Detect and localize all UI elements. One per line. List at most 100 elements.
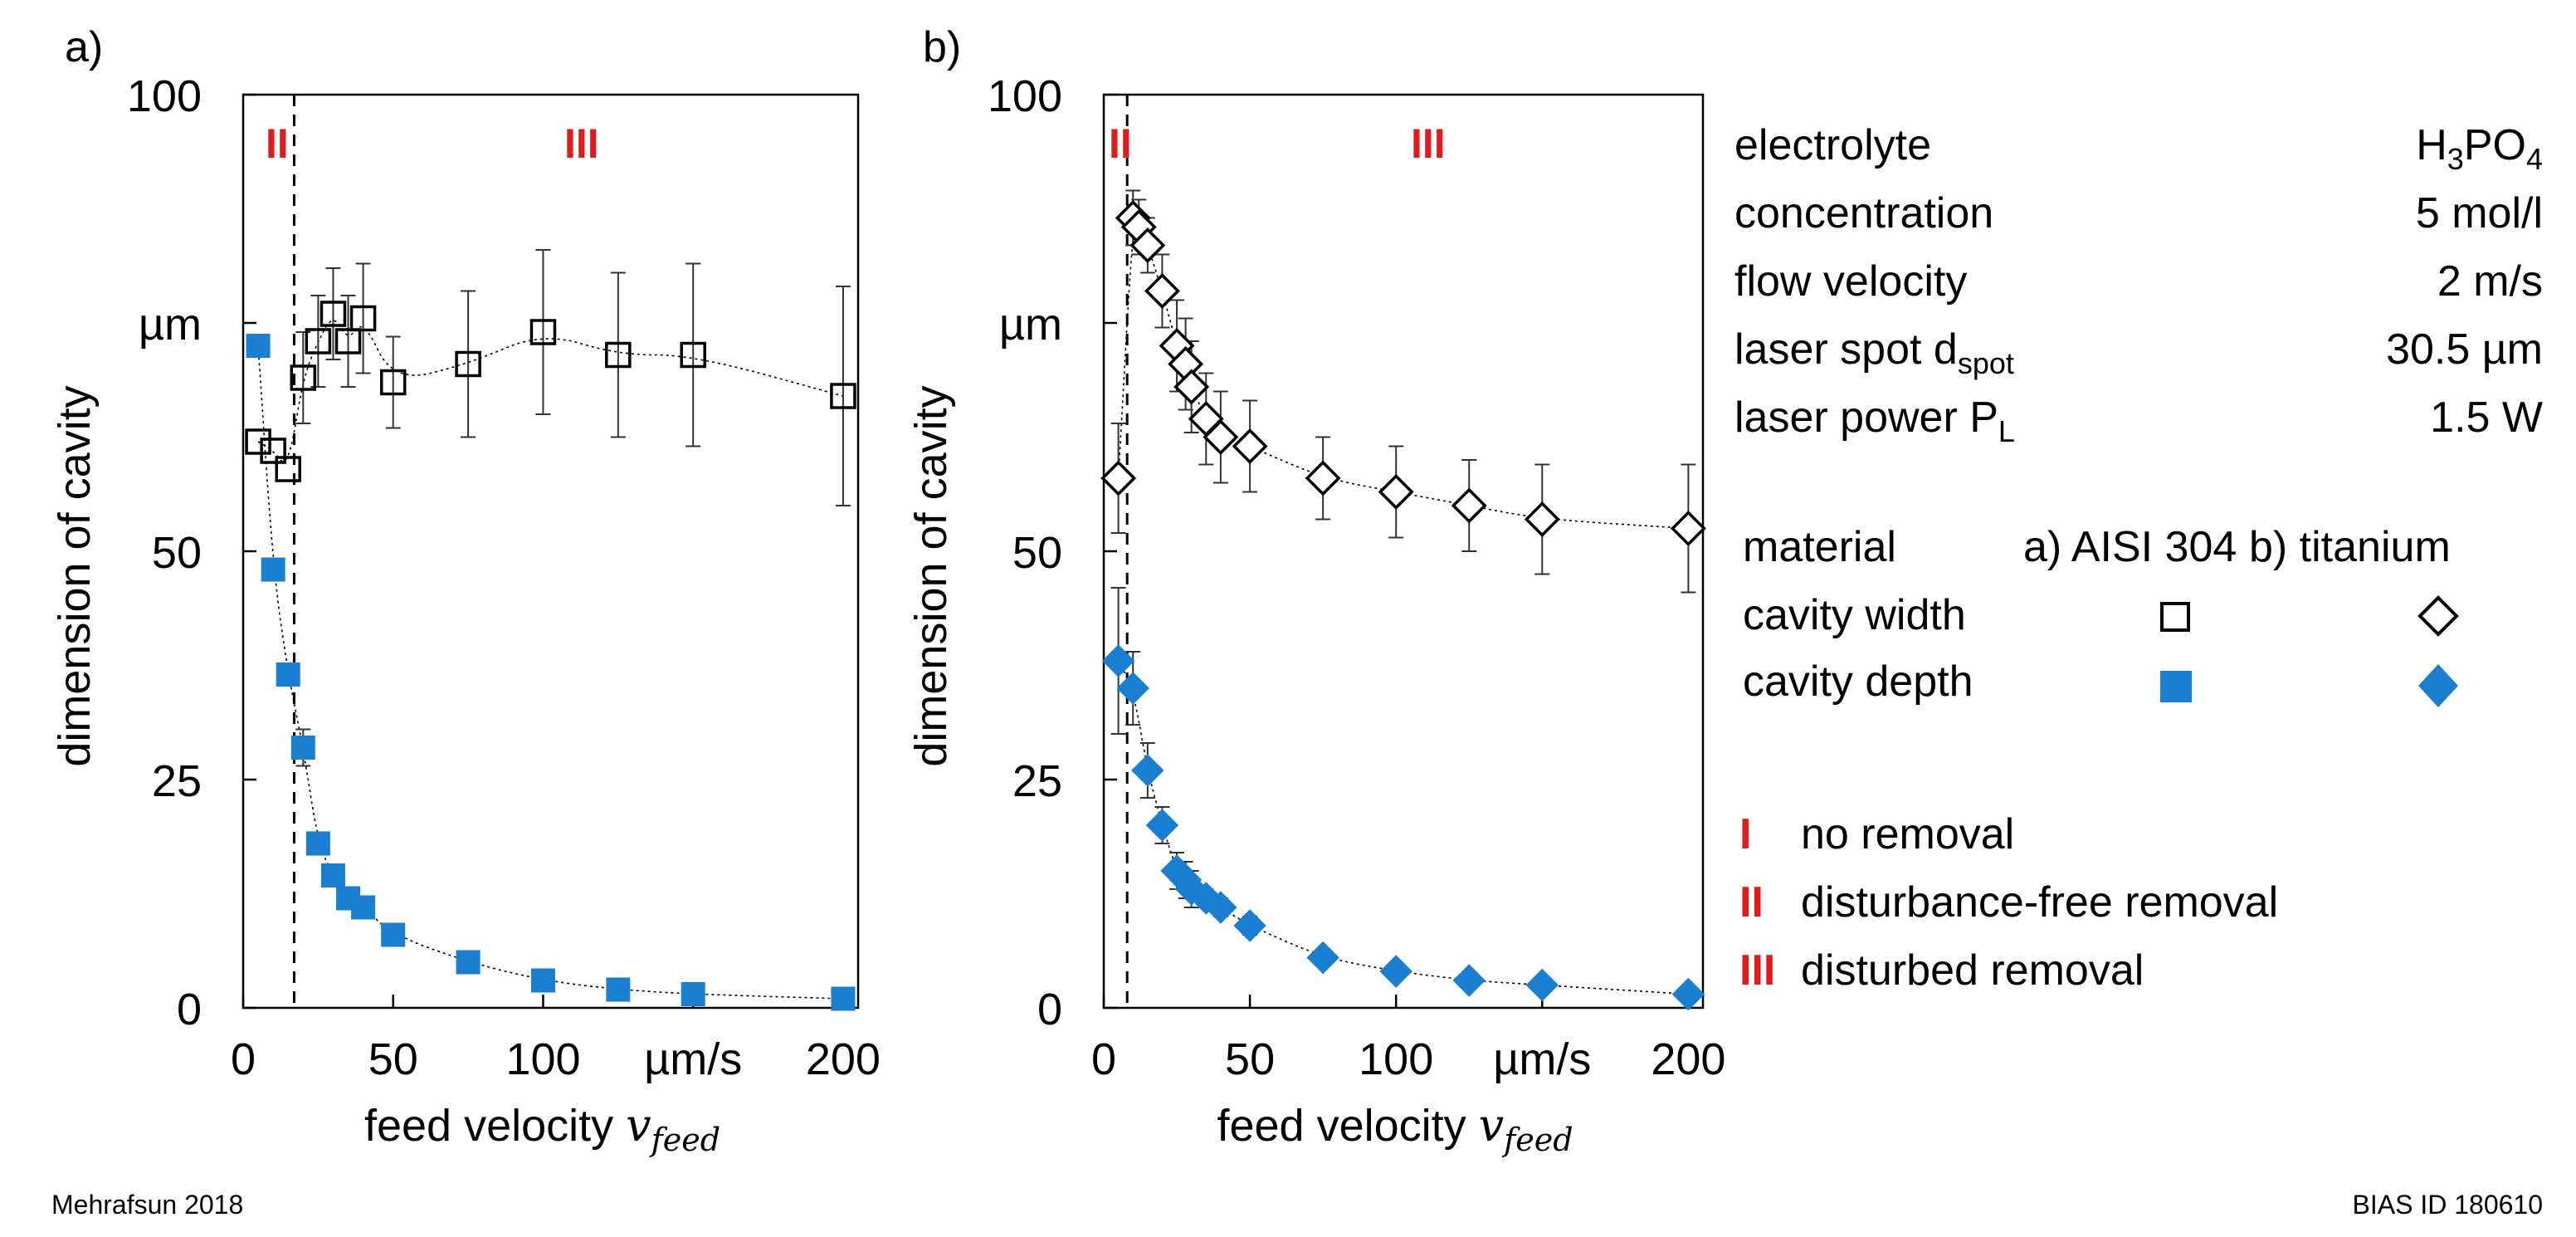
footer-author: Mehrafsun 2018 <box>51 1190 243 1220</box>
width-marker <box>1203 419 1239 455</box>
depth-marker <box>290 736 315 760</box>
param-value: 2 m/s <box>2437 257 2543 306</box>
depth-marker <box>1452 964 1486 997</box>
param-name: laser spot dspot <box>1734 325 2014 380</box>
x-tick-label: 0 <box>1091 1034 1116 1084</box>
x-tick-label: µm/s <box>1493 1034 1591 1084</box>
x-tick-label: 200 <box>1651 1034 1725 1084</box>
width-marker <box>1232 428 1268 464</box>
width-marker <box>245 428 271 455</box>
param-value: 1.5 W <box>2430 394 2543 442</box>
width-marker <box>1451 487 1487 524</box>
y-tick-label: µm <box>139 300 202 350</box>
depth-marker <box>246 334 271 358</box>
depth-marker <box>1671 977 1705 1011</box>
depth-marker <box>320 863 345 887</box>
x-tick-label: 100 <box>1359 1034 1433 1084</box>
trend-line <box>257 320 844 462</box>
panel-label: b) <box>923 23 961 71</box>
param-value: H3PO4 <box>2416 121 2543 176</box>
trend-line <box>1117 660 1689 995</box>
param-value: 30.5 µm <box>2386 325 2543 374</box>
width-marker <box>1129 227 1166 263</box>
depth-marker <box>1131 754 1164 787</box>
x-tick-label: 50 <box>368 1034 418 1084</box>
depth-marker <box>351 895 376 920</box>
width-marker <box>305 328 332 354</box>
param-name: electrolyte <box>1734 121 1931 169</box>
param-name: concentration <box>1734 189 1993 237</box>
x-tick-label: 50 <box>1225 1034 1275 1084</box>
panel-b-chart: b) 0 25 50 µm 100 0 50 100 µm/s 200 dimension of ca… <box>906 23 1725 1158</box>
width-marker <box>1144 273 1180 309</box>
y-axis-label: dimension of cavity <box>50 385 100 766</box>
width-marker <box>334 328 362 354</box>
regime-description: disturbed removal <box>1801 946 2144 995</box>
regime-label-iii: III <box>1411 120 1446 167</box>
regime-numeral: II <box>1739 878 1764 927</box>
depth-marker <box>261 557 285 582</box>
regime-label-ii: II <box>266 120 289 167</box>
depth-marker <box>1525 968 1559 1002</box>
y-tick-label: 50 <box>1012 528 1062 578</box>
param-name: flow velocity <box>1734 257 1967 306</box>
legend-header-material: material <box>1743 523 1896 571</box>
legend-width-square-icon <box>2160 602 2190 632</box>
x-tick-label: 0 <box>231 1034 256 1084</box>
depth-marker <box>1306 941 1339 975</box>
width-marker <box>1173 369 1210 405</box>
width-marker <box>275 456 301 482</box>
depth-marker <box>1379 955 1412 988</box>
depth-marker <box>681 982 705 1006</box>
depth-marker <box>456 950 481 975</box>
width-marker <box>1670 511 1706 546</box>
legend-depth-diamond-icon <box>2418 664 2458 707</box>
regime-numeral: III <box>1739 946 1775 995</box>
y-tick-label: 100 <box>127 71 202 121</box>
depth-marker <box>381 922 406 947</box>
y-axis-label: dimension of cavity <box>906 385 956 766</box>
y-tick-label: 100 <box>988 71 1062 121</box>
x-tick-label: 100 <box>505 1034 580 1084</box>
width-marker <box>1524 501 1560 537</box>
regime-description: disturbance-free removal <box>1801 878 2278 927</box>
footer-id: BIAS ID 180610 <box>2353 1190 2543 1220</box>
depth-marker <box>1101 644 1135 677</box>
param-name: laser power PL <box>1734 394 2015 448</box>
x-axis-label: feed velocity vfeed <box>1217 1099 1573 1158</box>
width-marker <box>455 350 481 378</box>
depth-marker <box>1204 891 1237 924</box>
legend-header-b: b) titanium <box>2249 523 2451 571</box>
width-marker <box>1100 460 1137 496</box>
legend-header-a: a) AISI 304 <box>2023 523 2237 571</box>
y-tick-label: 0 <box>1037 985 1062 1034</box>
regime-label-iii: III <box>564 120 599 167</box>
regime-description: no removal <box>1801 810 2014 858</box>
width-marker <box>605 341 632 369</box>
width-marker <box>680 341 706 369</box>
width-marker <box>320 301 347 327</box>
y-tick-label: 25 <box>1012 756 1062 806</box>
width-marker <box>290 364 317 391</box>
depth-marker <box>1116 672 1149 705</box>
legend-width-diamond-icon <box>2417 595 2459 637</box>
width-marker <box>1378 474 1414 510</box>
legend-width-label: cavity width <box>1743 591 1966 639</box>
legend-depth-label: cavity depth <box>1743 658 1973 706</box>
width-marker <box>379 369 407 396</box>
depth-marker <box>276 663 300 687</box>
x-tick-label: 200 <box>806 1034 881 1084</box>
panel-label: a) <box>65 23 103 71</box>
x-tick-label: µm/s <box>644 1034 742 1084</box>
width-marker <box>830 383 856 409</box>
depth-marker <box>1145 809 1179 842</box>
y-tick-label: 0 <box>177 985 202 1034</box>
depth-marker <box>606 977 631 1002</box>
side-legend: electrolyte H3PO4 concentration 5 mol/l flow… <box>51 121 2543 1220</box>
regime-label-ii: II <box>1109 120 1132 167</box>
width-marker <box>349 305 377 332</box>
width-marker <box>529 319 557 345</box>
y-tick-label: 25 <box>152 756 202 806</box>
panel-a-chart: a) 0 25 50 µm 100 0 50 100 µm/s 200 dimension of ca… <box>50 23 881 1158</box>
